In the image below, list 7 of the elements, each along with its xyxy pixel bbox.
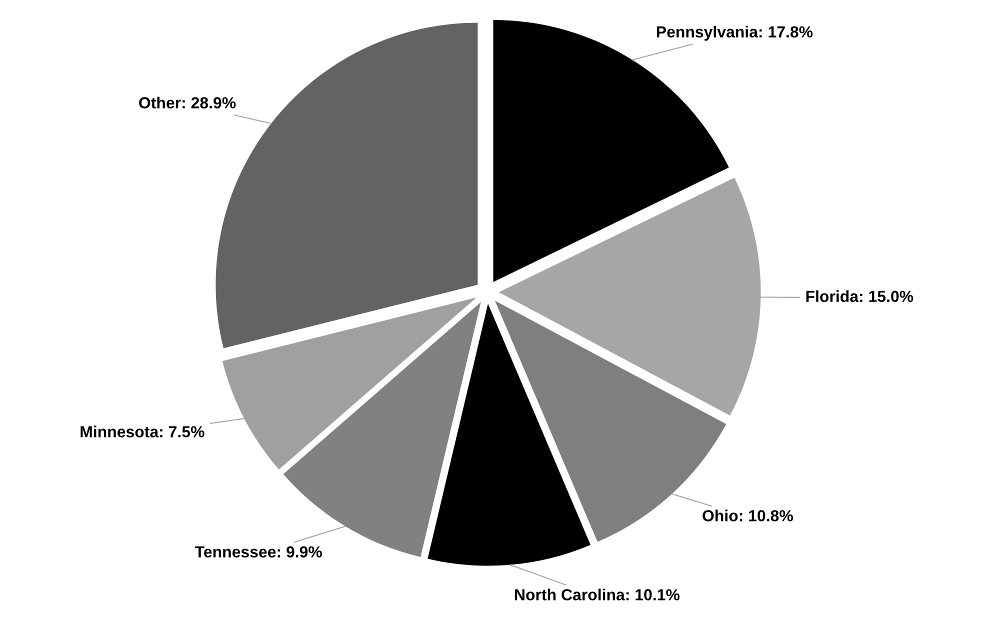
slice-label: Ohio: 10.8%	[702, 510, 793, 522]
slice-label: Tennessee: 9.9%	[195, 546, 322, 558]
slice-label: North Carolina: 10.1%	[515, 588, 680, 600]
slice-label: Other: 28.9%	[139, 96, 236, 108]
slice-label: Pennsylvania: 17.8%	[656, 26, 813, 41]
slice-label: Florida: 15.0%	[806, 290, 914, 302]
slice-label: Minnesota: 7.5%	[80, 426, 204, 438]
